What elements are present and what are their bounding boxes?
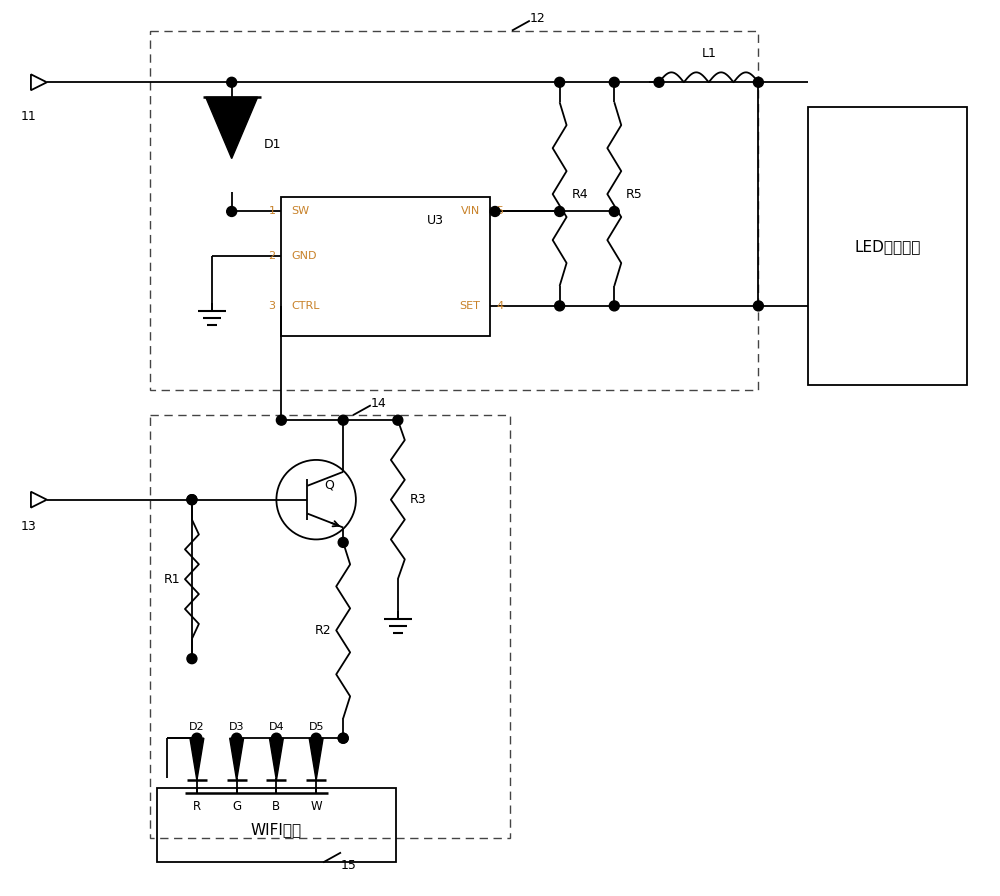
Circle shape [192,733,202,743]
Polygon shape [281,196,490,336]
Text: R5: R5 [626,187,643,201]
Text: R2: R2 [315,624,331,637]
Text: GND: GND [291,251,317,262]
Polygon shape [206,97,258,159]
Text: L1: L1 [701,47,716,60]
Circle shape [609,301,619,311]
Text: U3: U3 [427,214,444,228]
Circle shape [187,654,197,664]
Circle shape [753,301,763,311]
Circle shape [654,77,664,87]
Text: D4: D4 [269,722,284,732]
Text: R1: R1 [163,573,180,586]
Polygon shape [309,738,323,780]
Text: Q: Q [324,478,334,491]
Circle shape [555,206,565,217]
Circle shape [338,733,348,743]
Circle shape [609,77,619,87]
Circle shape [311,733,321,743]
Circle shape [271,733,281,743]
Text: LED发光器件: LED发光器件 [854,238,921,254]
Text: R3: R3 [410,493,426,506]
Text: 2: 2 [268,251,275,262]
Circle shape [276,415,286,425]
Text: D3: D3 [229,722,244,732]
Text: 15: 15 [341,859,357,873]
Polygon shape [230,738,244,780]
Circle shape [338,538,348,547]
Text: W: W [310,800,322,813]
Polygon shape [190,738,204,780]
Text: VIN: VIN [461,206,480,217]
Circle shape [555,301,565,311]
Text: D5: D5 [308,722,324,732]
Text: SW: SW [291,206,309,217]
Text: 3: 3 [268,301,275,311]
Polygon shape [269,738,283,780]
Text: G: G [232,800,241,813]
Circle shape [338,415,348,425]
Text: CTRL: CTRL [291,301,320,311]
Circle shape [555,77,565,87]
Text: 5: 5 [496,206,503,217]
Circle shape [227,206,237,217]
Circle shape [227,77,237,87]
Text: 11: 11 [21,110,37,123]
Text: 1: 1 [268,206,275,217]
Text: R: R [193,800,201,813]
Text: 4: 4 [496,301,503,311]
Circle shape [609,206,619,217]
Circle shape [490,206,500,217]
Text: SET: SET [459,301,480,311]
Text: R4: R4 [572,187,588,201]
Circle shape [187,495,197,504]
Text: 12: 12 [530,12,546,25]
Text: D1: D1 [264,138,281,151]
Text: 13: 13 [21,520,37,532]
Circle shape [187,495,197,504]
Text: B: B [272,800,280,813]
Text: D2: D2 [189,722,205,732]
Text: WIFI模块: WIFI模块 [251,823,302,838]
Circle shape [232,733,242,743]
Text: 14: 14 [371,397,387,410]
Circle shape [753,77,763,87]
Circle shape [338,733,348,743]
Circle shape [393,415,403,425]
